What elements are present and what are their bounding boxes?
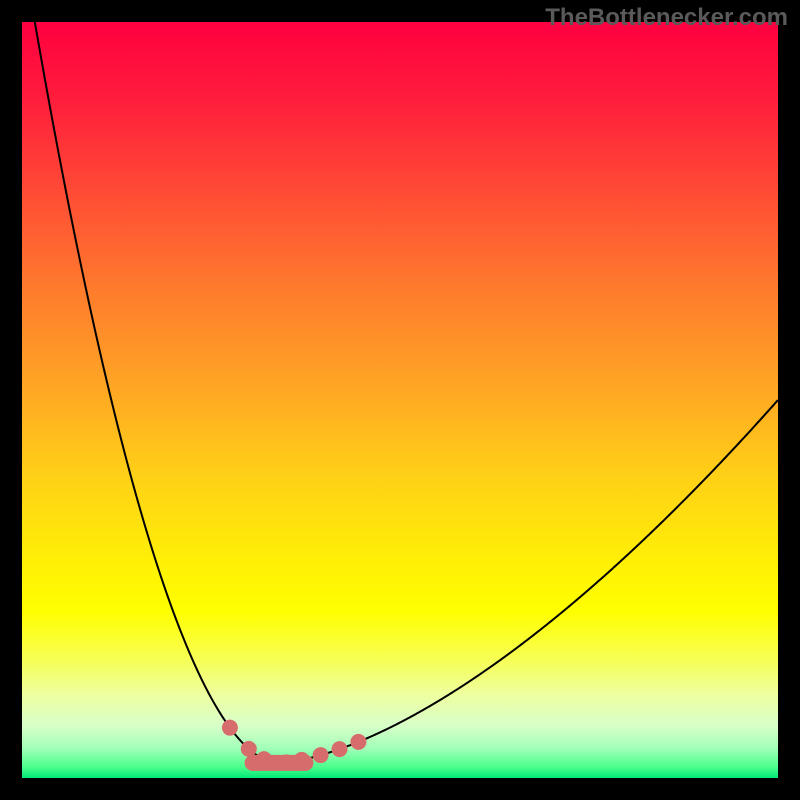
bottleneck-curve — [22, 22, 778, 763]
marker-dot — [222, 720, 238, 736]
watermark-text: TheBottlenecker.com — [545, 4, 788, 32]
bottleneck-plot — [22, 22, 778, 778]
marker-dot — [332, 741, 348, 757]
marker-dot — [279, 754, 295, 770]
marker-dot — [241, 741, 257, 757]
marker-dot — [294, 752, 310, 768]
marker-dot — [256, 751, 272, 767]
marker-dot — [313, 747, 329, 763]
marker-dot — [350, 734, 366, 750]
